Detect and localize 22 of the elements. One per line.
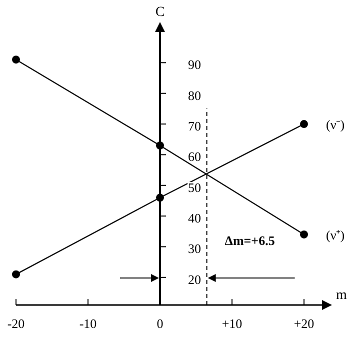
y-tick-label: 50 — [188, 180, 201, 195]
point — [300, 230, 308, 238]
x-tick-label: -10 — [79, 316, 97, 332]
x-tick-label: 0 — [156, 316, 164, 332]
x-tick-label: +20 — [294, 316, 314, 332]
y-tick-label: 30 — [188, 241, 201, 256]
y-tick-label: 60 — [188, 149, 201, 164]
point — [12, 56, 20, 64]
series-label: (ν⁻) — [326, 117, 345, 132]
x-tick-label: -20 — [7, 316, 25, 332]
ref-line-label: Δm=+6.5 — [224, 233, 276, 248]
y-tick-label: 70 — [188, 118, 201, 134]
y-tick-label: 20 — [188, 272, 201, 287]
x-axis-title: m — [336, 288, 347, 303]
point — [300, 120, 308, 128]
y-tick-label: 80 — [188, 88, 201, 103]
y-tick-label: 90 — [188, 57, 201, 72]
point — [12, 270, 20, 278]
y-tick-label: 40 — [188, 210, 201, 226]
y-axis-title: C — [155, 5, 165, 20]
x-tick-label: +10 — [222, 316, 242, 332]
series-label: (ν⁺) — [326, 227, 345, 242]
